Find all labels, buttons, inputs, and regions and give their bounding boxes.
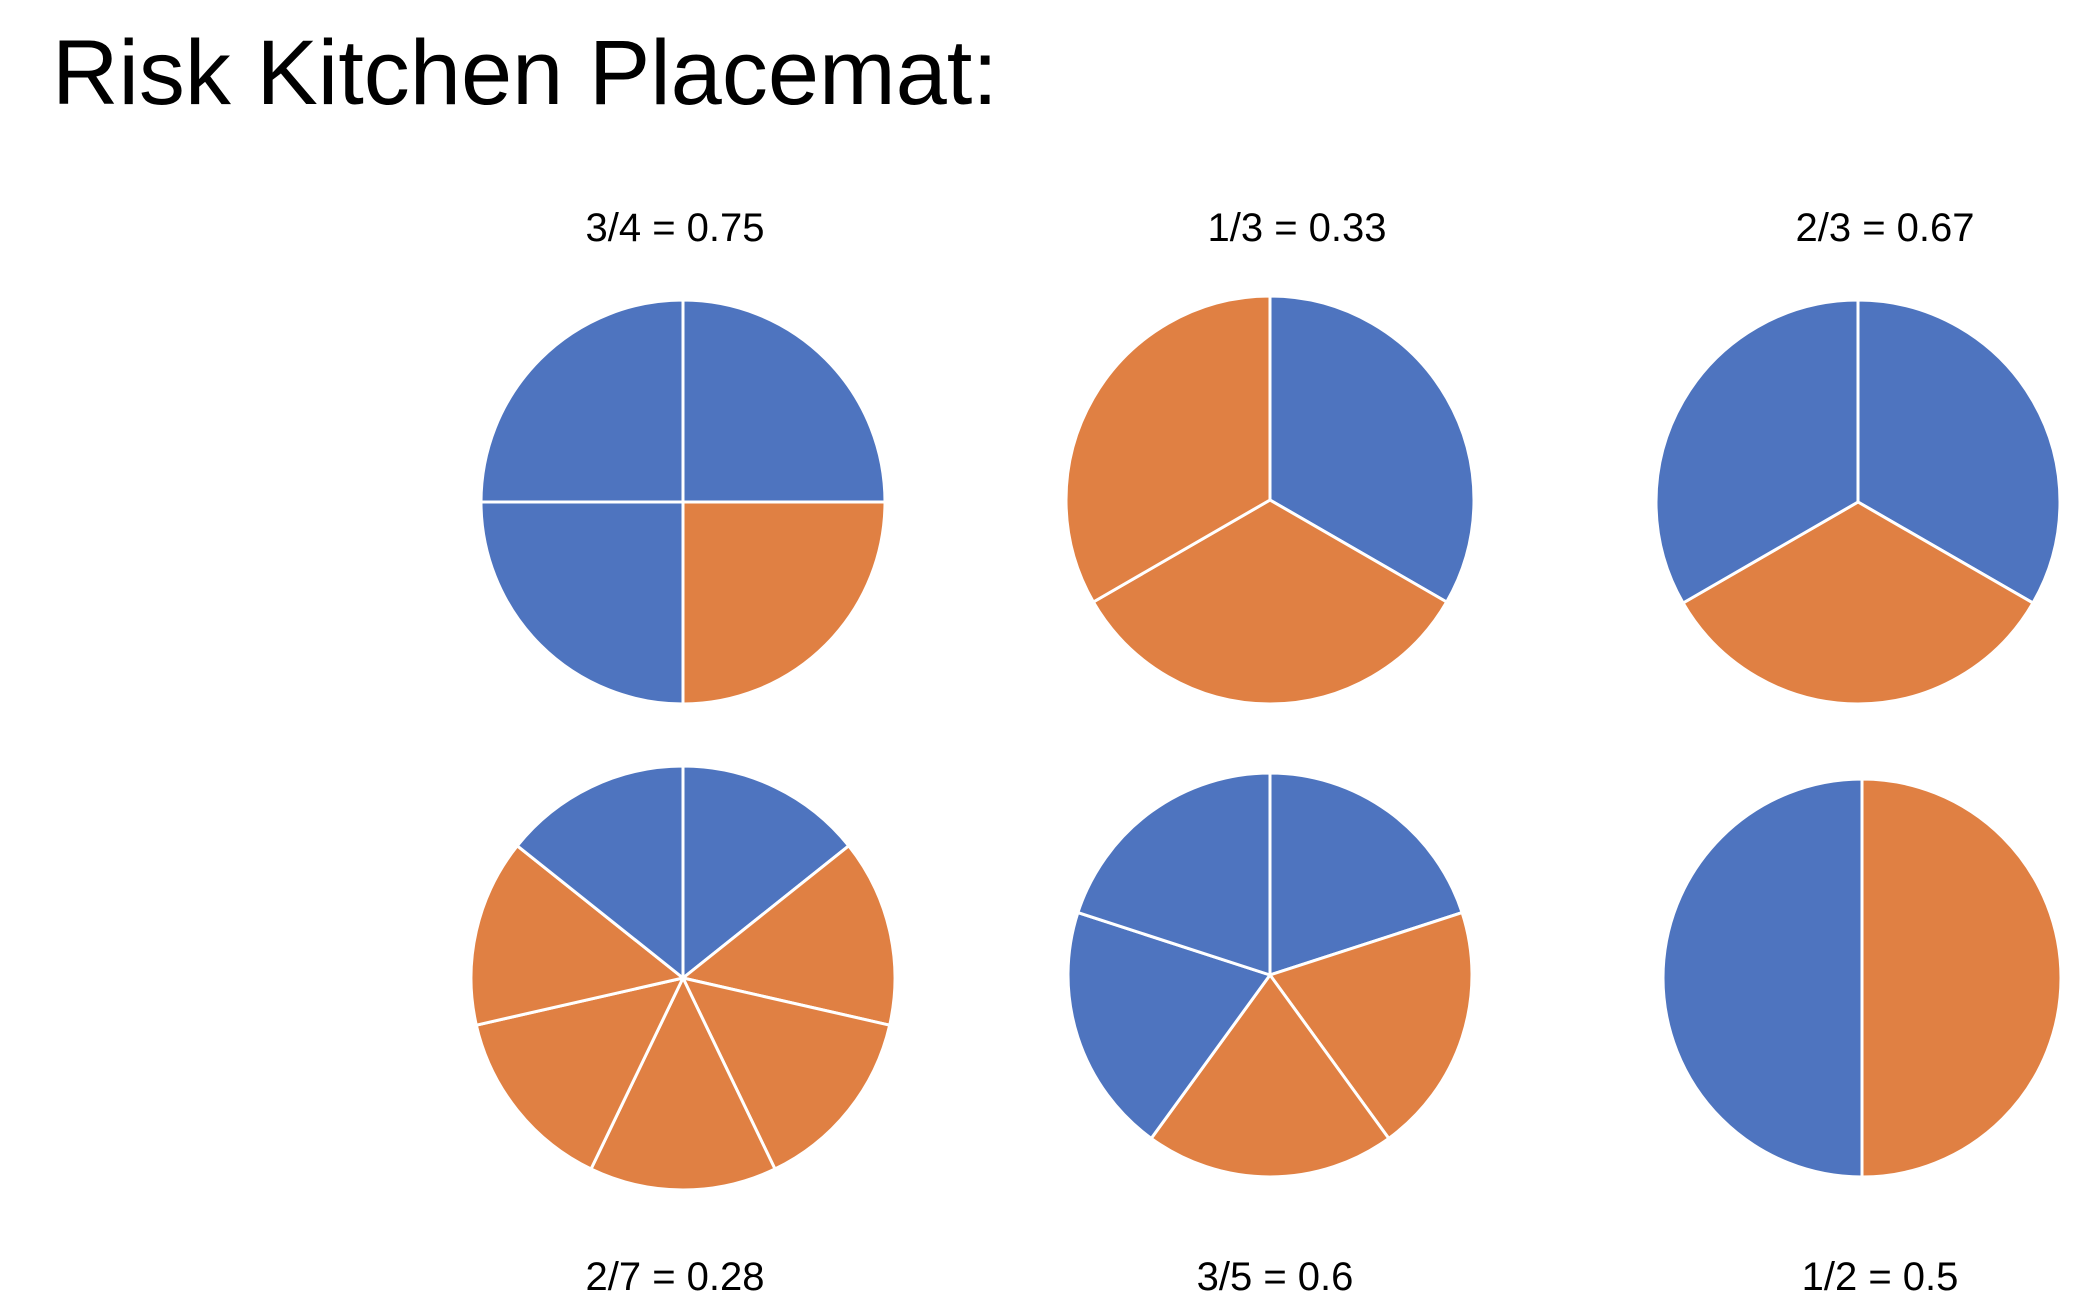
pie-chart <box>1654 298 2062 706</box>
pie-chart <box>1064 294 1476 706</box>
pie-chart <box>469 764 897 1192</box>
pie-slice-blue <box>1661 777 1864 1179</box>
page-title: Risk Kitchen Placemat: <box>52 22 998 124</box>
pie-slice-blue <box>1268 771 1464 977</box>
pie-slice-orange <box>1860 777 2063 1179</box>
pie-slice-blue <box>1268 294 1476 604</box>
pie-slice-orange <box>469 844 685 1027</box>
pie-chart <box>479 298 887 706</box>
pie-slice-orange <box>1149 973 1391 1179</box>
pie-label: 3/5 = 0.6 <box>1196 1255 1354 1299</box>
pie-slice-orange <box>589 976 777 1192</box>
pie-slice-orange <box>1268 911 1474 1140</box>
pie-chart <box>1661 777 2063 1179</box>
pie-label: 2/3 = 0.67 <box>1795 206 1975 250</box>
pie-slice-blue <box>1654 298 1860 605</box>
pie-slice-blue <box>479 500 685 706</box>
pie-label: 2/7 = 0.28 <box>585 1255 765 1299</box>
pie-slice-blue <box>1076 771 1272 977</box>
pie-chart <box>1066 771 1474 1179</box>
pie-slice-orange <box>681 844 897 1027</box>
pie-label: 3/4 = 0.75 <box>585 206 765 250</box>
pie-slice-orange <box>681 976 892 1171</box>
pie-slice-orange <box>1064 294 1272 604</box>
pie-slice-blue <box>1856 298 2062 605</box>
pie-slice-blue <box>1066 911 1272 1140</box>
pie-slice-blue <box>681 764 851 980</box>
pie-slice-blue <box>515 764 685 980</box>
pie-slice-orange <box>681 500 887 706</box>
pie-slice-blue <box>681 298 887 504</box>
pie-label: 1/2 = 0.5 <box>1801 1255 1959 1299</box>
pie-slice-orange <box>474 976 685 1171</box>
pie-slice-blue <box>479 298 685 504</box>
pie-label: 1/3 = 0.33 <box>1207 206 1387 250</box>
